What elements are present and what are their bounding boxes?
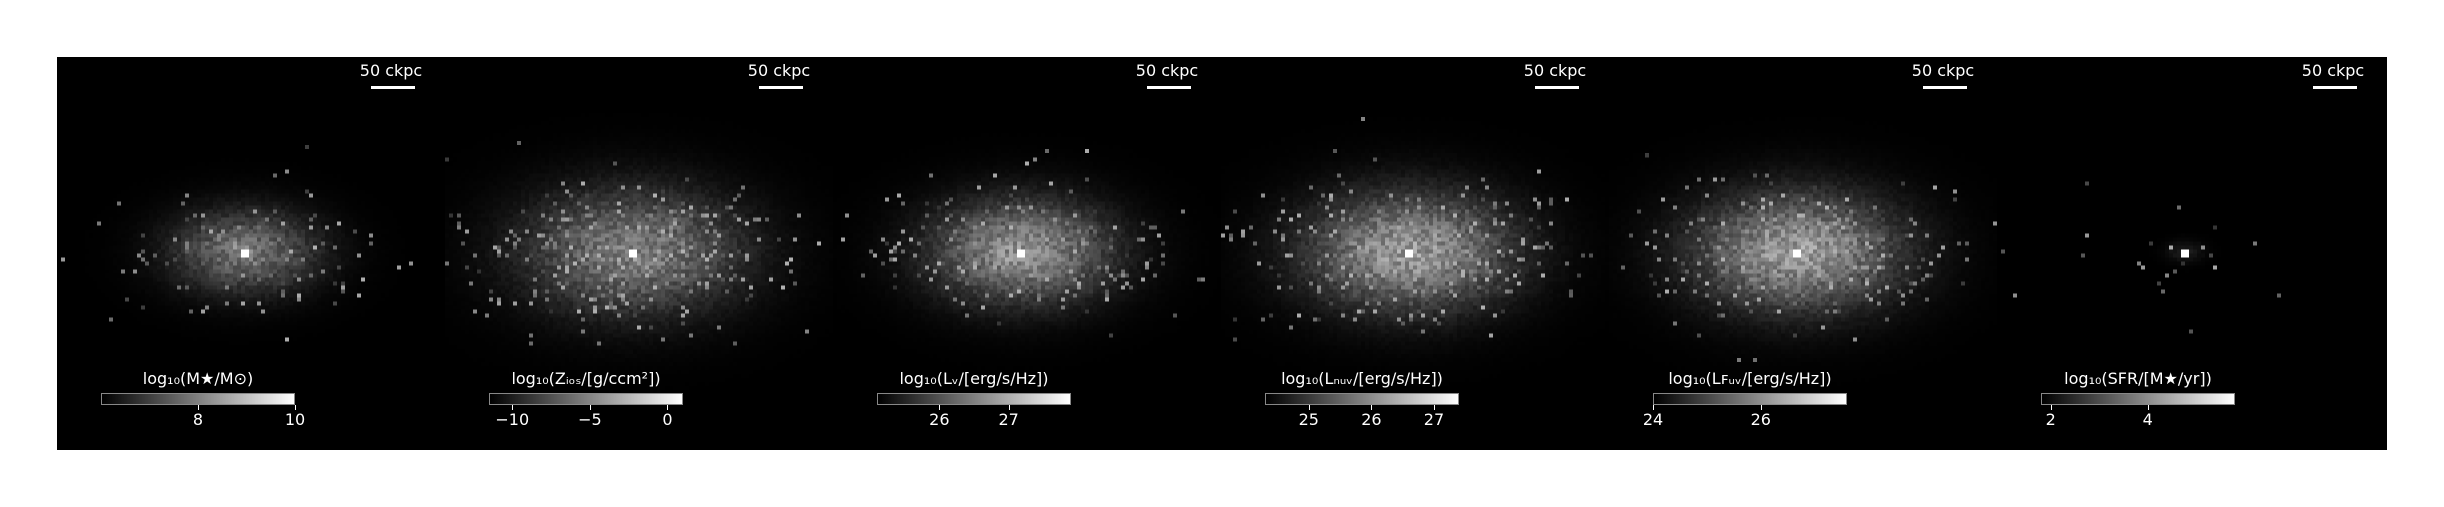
colorbar: log₁₀(Lₙᵤᵥ/[erg/s/Hz]) 25 26 27 — [1265, 369, 1459, 439]
colorbar-tick-label: 26 — [1361, 410, 1382, 429]
colorbar-gradient — [101, 393, 295, 405]
scale-bar-label: 50 ckpc — [1523, 61, 1587, 80]
colorbar-tick — [1008, 405, 1010, 410]
image-panel-4: 50 ckpc log₁₀(Lₙᵤᵥ/[erg/s/Hz]) 25 26 27 — [1221, 57, 1609, 450]
colorbar-tick-label: 26 — [929, 410, 950, 429]
projection-map — [445, 57, 833, 450]
projection-map — [1997, 57, 2385, 450]
colorbar-gradient — [1653, 393, 1847, 405]
colorbar-tick-label: 8 — [192, 410, 204, 429]
colorbar-tick-label: 27 — [998, 410, 1019, 429]
projection-map — [57, 57, 445, 450]
colorbar-tick-label: 10 — [284, 410, 306, 429]
colorbar-tick — [1371, 405, 1373, 410]
colorbar-tick — [667, 405, 669, 410]
colorbar-gradient — [1265, 393, 1459, 405]
scale-bar-label: 50 ckpc — [2301, 61, 2365, 80]
image-panel-2: 50 ckpc log₁₀(Zᵢₒₛ/[g/ccm²]) −10 −5 0 — [445, 57, 833, 450]
colorbar: log₁₀(Zᵢₒₛ/[g/ccm²]) −10 −5 0 — [489, 369, 683, 439]
image-panel-6: 50 ckpc log₁₀(SFR/[M★/yr]) 2 4 — [1997, 57, 2387, 450]
colorbar-tick — [1760, 405, 1762, 410]
scale-bar — [1923, 86, 1967, 89]
colorbar-tick — [512, 405, 514, 410]
projection-map — [1609, 57, 1997, 450]
scale-bar — [1535, 86, 1579, 89]
scale-bar — [2313, 86, 2357, 89]
colorbar-tick-label: 2 — [2045, 410, 2056, 429]
colorbar-tick — [295, 405, 296, 410]
scale-bar — [1147, 86, 1191, 89]
projection-map — [1221, 57, 1609, 450]
projection-map — [833, 57, 1221, 450]
colorbar-tick — [1653, 405, 1654, 410]
colorbar-title: log₁₀(Lᵥ/[erg/s/Hz]) — [899, 369, 1049, 388]
scale-bar-label: 50 ckpc — [1911, 61, 1975, 80]
colorbar-tick-label: −5 — [578, 410, 602, 429]
colorbar-title: log₁₀(Lꜰᵤᵥ/[erg/s/Hz]) — [1668, 369, 1832, 388]
colorbar-tick — [589, 405, 591, 410]
colorbar-tick — [1433, 405, 1435, 410]
colorbar-gradient — [877, 393, 1071, 405]
colorbar-tick-label: 0 — [662, 410, 673, 429]
colorbar: log₁₀(SFR/[M★/yr]) 2 4 — [2041, 369, 2235, 439]
colorbar-title: log₁₀(Zᵢₒₛ/[g/ccm²]) — [511, 369, 661, 388]
colorbar-tick-label: 4 — [2142, 410, 2153, 429]
image-panel-5: 50 ckpc log₁₀(Lꜰᵤᵥ/[erg/s/Hz]) 24 26 — [1609, 57, 1997, 450]
scale-bar — [759, 86, 803, 89]
colorbar-title: log₁₀(SFR/[M★/yr]) — [2064, 369, 2212, 388]
colorbar-tick-label: 27 — [1423, 410, 1445, 429]
scale-bar-label: 50 ckpc — [359, 61, 423, 80]
colorbar-tick — [939, 405, 941, 410]
colorbar-tick — [2147, 405, 2149, 410]
scale-bar — [371, 86, 415, 89]
colorbar-tick-label: 24 — [1642, 410, 1664, 429]
colorbar-title: log₁₀(Lₙᵤᵥ/[erg/s/Hz]) — [1281, 369, 1443, 388]
figure-row: 50 ckpc log₁₀(M★/M⊙) 8 10 50 ckpc log₁₀(Zᵢₒₛ/… — [57, 57, 2387, 450]
colorbar-gradient — [489, 393, 683, 405]
colorbar-tick — [198, 405, 199, 410]
scale-bar-label: 50 ckpc — [747, 61, 811, 80]
colorbar-tick — [1308, 405, 1310, 410]
colorbar-gradient — [2041, 393, 2235, 405]
colorbar-tick-label: −10 — [495, 410, 530, 429]
image-panel-3: 50 ckpc log₁₀(Lᵥ/[erg/s/Hz]) 26 27 — [833, 57, 1221, 450]
colorbar-tick — [2050, 405, 2052, 410]
colorbar: log₁₀(Lᵥ/[erg/s/Hz]) 26 27 — [877, 369, 1071, 439]
image-panel-1: 50 ckpc log₁₀(M★/M⊙) 8 10 — [57, 57, 445, 450]
colorbar-title: log₁₀(M★/M⊙) — [142, 369, 254, 388]
colorbar: log₁₀(M★/M⊙) 8 10 — [101, 369, 305, 439]
colorbar-tick-label: 26 — [1750, 410, 1771, 429]
scale-bar-label: 50 ckpc — [1135, 61, 1199, 80]
colorbar-tick-label: 25 — [1298, 410, 1319, 429]
colorbar: log₁₀(Lꜰᵤᵥ/[erg/s/Hz]) 24 26 — [1643, 369, 1847, 439]
